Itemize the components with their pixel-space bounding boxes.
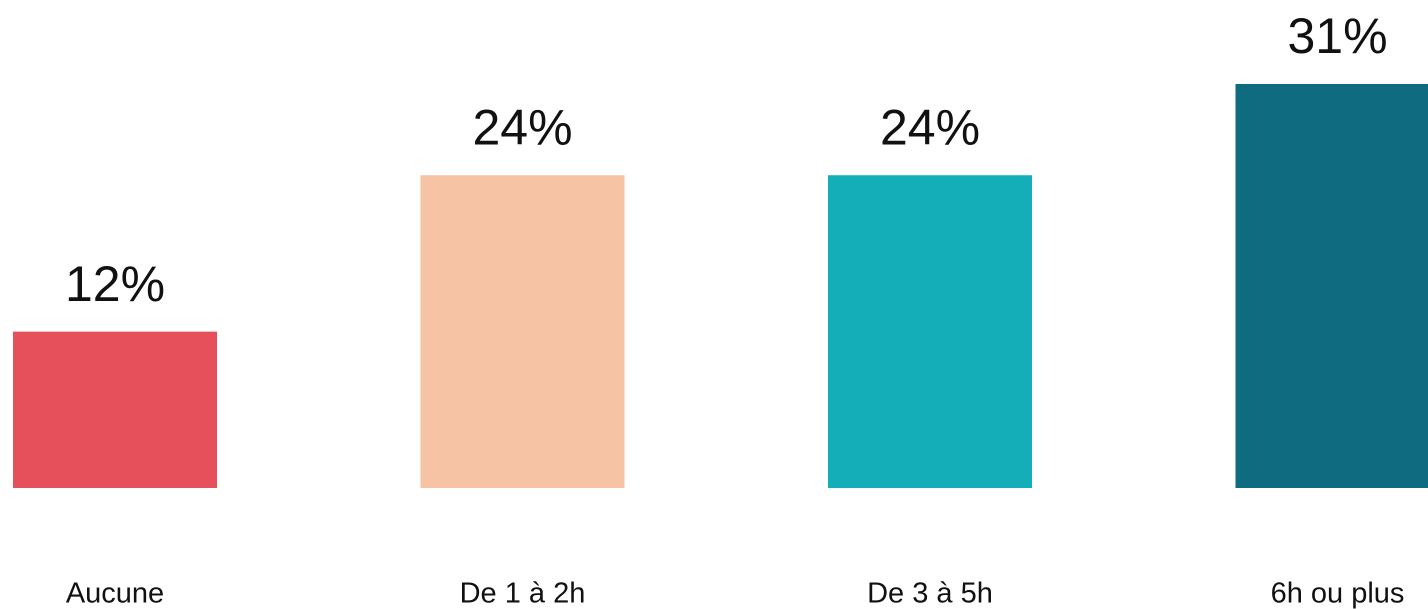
bar xyxy=(13,331,217,488)
category-label: Aucune xyxy=(66,578,164,609)
value-label: 31% xyxy=(1287,8,1387,64)
value-label: 12% xyxy=(65,256,165,312)
bar xyxy=(828,175,1032,488)
bar xyxy=(420,175,625,488)
bar xyxy=(1235,84,1428,488)
value-label: 24% xyxy=(472,99,572,155)
category-label: De 1 à 2h xyxy=(460,578,586,609)
category-label: De 3 à 5h xyxy=(867,578,993,609)
value-label: 24% xyxy=(880,99,980,155)
category-label: 6h ou plus xyxy=(1271,578,1405,609)
